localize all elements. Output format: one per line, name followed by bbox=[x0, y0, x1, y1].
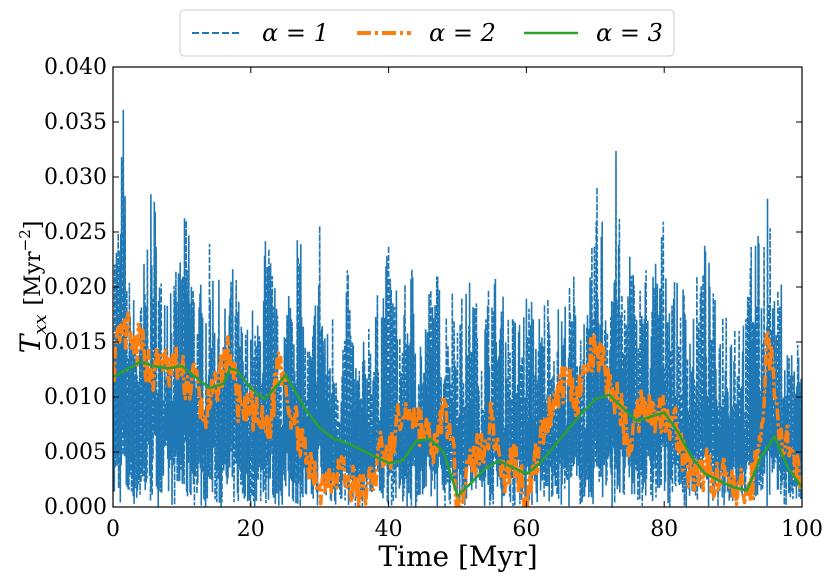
y-tick-label: 0.000 bbox=[44, 495, 107, 520]
x-tick-label: 40 bbox=[375, 517, 403, 542]
x-tick-label: 80 bbox=[650, 517, 678, 542]
legend: α = 1 α = 2 α = 3 bbox=[179, 9, 675, 57]
y-axis-title-exponent: −2 bbox=[16, 229, 34, 251]
svg-text:Txx [Myr−2]: Txx [Myr−2] bbox=[14, 221, 51, 354]
y-tick-label: 0.025 bbox=[44, 220, 107, 245]
y-axis-title: Txx [Myr−2] bbox=[14, 221, 51, 354]
series-alpha1-line bbox=[113, 109, 802, 507]
y-axis-title-close: ] bbox=[21, 221, 46, 230]
x-axis-title: Time [Myr] bbox=[378, 540, 537, 573]
axis-ticks: 0 20 40 60 80 100 0.000 0.005 0.010 0.015 0.020 0.0… bbox=[44, 55, 823, 542]
y-tick-label: 0.015 bbox=[44, 330, 107, 355]
series-alpha3-line bbox=[113, 360, 802, 498]
legend-box bbox=[179, 9, 675, 57]
legend-label-alpha3: α = 3 bbox=[596, 19, 663, 47]
y-tick-label: 0.035 bbox=[44, 110, 107, 135]
legend-label-alpha1: α = 1 bbox=[262, 19, 329, 47]
plot-series bbox=[113, 109, 802, 507]
y-axis-title-sub: xx bbox=[30, 314, 51, 334]
y-tick-label: 0.020 bbox=[44, 275, 107, 300]
y-tick-label: 0.005 bbox=[44, 440, 107, 465]
x-tick-label: 100 bbox=[781, 517, 823, 542]
x-tick-label: 0 bbox=[106, 517, 120, 542]
y-tick-label: 0.030 bbox=[44, 165, 107, 190]
series-alpha2-line bbox=[113, 311, 802, 507]
x-tick-label: 20 bbox=[237, 517, 265, 542]
y-axis-title-main: T bbox=[14, 332, 47, 353]
y-tick-label: 0.040 bbox=[44, 55, 107, 80]
x-tick-label: 60 bbox=[512, 517, 540, 542]
y-axis-title-unit: [Myr bbox=[21, 251, 46, 306]
y-tick-label: 0.010 bbox=[44, 385, 107, 410]
legend-label-alpha2: α = 2 bbox=[429, 19, 496, 47]
